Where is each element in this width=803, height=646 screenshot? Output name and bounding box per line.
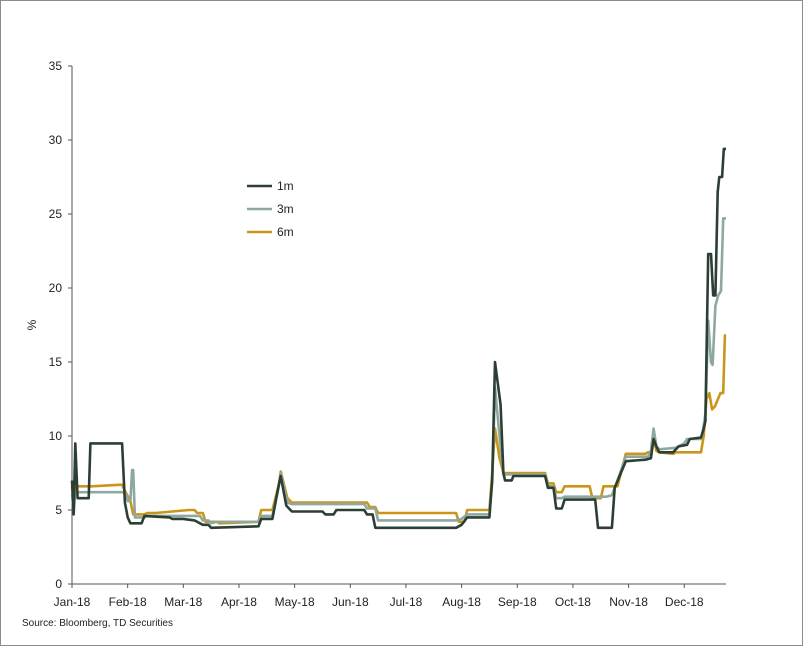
x-tick-label: Feb-18 [109,595,147,609]
x-tick-label: Nov-18 [609,595,648,609]
x-tick-label: Apr-18 [221,595,257,609]
x-tick-label: Jul-18 [390,595,423,609]
y-tick-label: 15 [49,355,63,369]
x-tick-label: Mar-18 [164,595,202,609]
y-tick-label: 5 [55,503,62,517]
x-tick-label: Jun-18 [332,595,369,609]
x-tick-label: Sep-18 [498,595,537,609]
y-tick-label: 10 [49,429,63,443]
series-line-6m [70,334,727,525]
series-line-3m [70,217,726,525]
series-lines [70,147,727,530]
legend: 1m 3m 6m [247,179,294,239]
legend-label-6m: 6m [277,225,294,239]
legend-label-3m: 3m [277,202,294,216]
series-line-1m [70,147,726,530]
y-tick-label: 35 [49,59,63,73]
y-tick-label: 20 [49,281,63,295]
y-tick-label: 0 [55,577,62,591]
x-tick-label: Jan-18 [54,595,91,609]
x-tick-label: Dec-18 [665,595,704,609]
source-note: Source: Bloomberg, TD Securities [22,618,173,629]
x-tick-label: Aug-18 [442,595,481,609]
y-axis-label: % [25,319,39,330]
x-tick-label: Oct-18 [555,595,591,609]
y-tick-label: 30 [49,133,63,147]
x-tick-label: May-18 [275,595,315,609]
y-tick-label: 25 [49,207,63,221]
legend-label-1m: 1m [277,179,294,193]
